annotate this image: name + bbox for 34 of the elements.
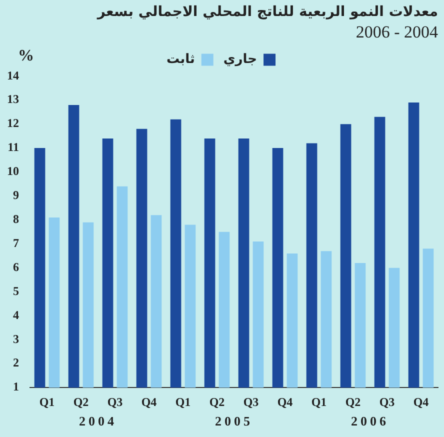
- text: 2005: [215, 413, 253, 428]
- text: 2004: [79, 413, 117, 428]
- y-tick-label: 9: [13, 188, 19, 202]
- y-tick-label: 11: [8, 140, 19, 154]
- chart-subtitle: 2006 - 2004: [356, 22, 438, 42]
- x-tick-label: Q3: [379, 394, 395, 409]
- y-tick-label: 3: [13, 332, 19, 346]
- y-tick-label: 4: [13, 308, 19, 322]
- y-tick-label: 7: [13, 236, 19, 250]
- y-tick-label: 10: [7, 164, 19, 178]
- legend-label: جاري: [223, 52, 258, 68]
- x-tick-label: Q1: [39, 394, 55, 409]
- x-tick-label: Q2: [73, 394, 89, 409]
- y-tick-label: 13: [7, 92, 19, 106]
- y-tick-label: 14: [7, 68, 19, 82]
- x-tick-label: Q3: [107, 394, 123, 409]
- x-tick-label: Q3: [243, 394, 259, 409]
- y-tick-label: 1: [13, 380, 19, 394]
- x-tick-label: Q1: [311, 394, 327, 409]
- x-tick-label: Q4: [141, 394, 157, 409]
- legend-label: ثابت: [166, 52, 195, 68]
- chart-title: معدلات النمو الربعية للناتج المحلي الاجمالي بسعر: [96, 4, 438, 20]
- y-axis-title: %: [18, 47, 34, 64]
- y-tick-label: 6: [13, 260, 19, 274]
- y-tick-label: 2: [13, 356, 19, 370]
- x-tick-label: Q4: [413, 394, 429, 409]
- y-tick-label: 5: [13, 284, 19, 298]
- y-tick-label: 12: [7, 116, 19, 130]
- x-tick-label: Q4: [277, 394, 293, 409]
- x-tick-label: Q2: [345, 394, 361, 409]
- y-tick-label: 8: [13, 212, 19, 226]
- x-tick-label: Q1: [175, 394, 191, 409]
- x-tick-label: Q2: [209, 394, 225, 409]
- text: 2006: [351, 413, 389, 428]
